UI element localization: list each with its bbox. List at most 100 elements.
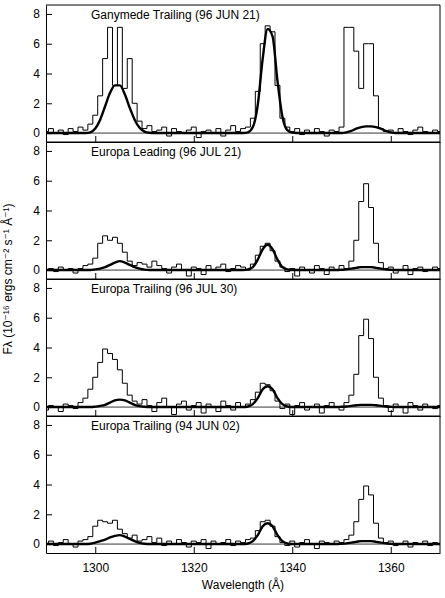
model-line bbox=[46, 245, 440, 270]
x-tick bbox=[194, 273, 195, 279]
panel: 02468Ganymede Trailing (96 JUN 21) bbox=[33, 5, 440, 143]
y-tick-mark bbox=[46, 44, 52, 45]
y-tick-label: 8 bbox=[33, 418, 40, 432]
y-tick: 6 bbox=[33, 37, 52, 51]
panel-title: Europa Leading (96 JUL 21) bbox=[91, 145, 241, 159]
x-tick bbox=[292, 136, 293, 142]
x-tick: 1340 bbox=[279, 547, 306, 575]
x-axis bbox=[47, 273, 441, 280]
panel: 1300 1320 1340 1360 0 2 4 6 8 Europa Trailing (94… bbox=[33, 416, 440, 575]
x-axis bbox=[47, 410, 441, 417]
y-tick-label: 4 bbox=[33, 204, 40, 218]
x-tick bbox=[391, 136, 392, 142]
y-tick-mark bbox=[46, 151, 52, 152]
x-axis-line bbox=[47, 279, 441, 280]
model-line bbox=[46, 29, 440, 133]
x-tick bbox=[194, 410, 195, 416]
plot-area bbox=[46, 184, 440, 276]
frame bbox=[440, 5, 441, 142]
y-tick: 8 bbox=[33, 418, 52, 432]
frame bbox=[46, 5, 440, 6]
y-tick: 8 bbox=[33, 281, 52, 295]
y-tick-label: 2 bbox=[33, 371, 40, 385]
y-tick-mark bbox=[46, 103, 52, 104]
y-tick-mark bbox=[46, 485, 52, 486]
x-axis-line bbox=[47, 553, 441, 554]
frame bbox=[46, 416, 440, 417]
y-tick: 2 bbox=[33, 508, 52, 522]
y-tick: 6 bbox=[33, 311, 52, 325]
x-tick-mark bbox=[194, 410, 195, 416]
y-tick-label: 6 bbox=[33, 37, 40, 51]
x-tick-mark bbox=[391, 410, 392, 416]
y-tick-mark bbox=[46, 288, 52, 289]
y-axis: 0 2 4 6 8 bbox=[33, 417, 52, 554]
y-tick-mark bbox=[46, 14, 52, 15]
figure: 02468Ganymede Trailing (96 JUN 21)Fλ (10… bbox=[0, 0, 445, 598]
y-tick-label: 8 bbox=[33, 7, 40, 21]
model-line bbox=[46, 523, 440, 544]
y-tick-label: 6 bbox=[33, 311, 40, 325]
plot-area bbox=[46, 486, 440, 549]
y-axis: 02468 bbox=[33, 143, 52, 280]
y-tick-mark bbox=[46, 425, 52, 426]
x-axis-title: Wavelength (Å) bbox=[202, 577, 284, 592]
x-tick: 1320 bbox=[181, 547, 208, 575]
y-tick: 8 bbox=[33, 7, 52, 21]
x-axis: 1300 1320 1340 1360 bbox=[47, 547, 441, 575]
panel: 0 2 4 6 8 Europa Trailing (96 JUL 30) bbox=[33, 279, 440, 417]
x-tick-label: 1360 bbox=[378, 561, 405, 575]
x-tick-mark bbox=[194, 547, 195, 553]
panel-title: Europa Trailing (94 JUN 02) bbox=[91, 419, 240, 433]
y-tick-label: 0 bbox=[33, 537, 40, 551]
y-tick: 6 bbox=[33, 174, 52, 188]
spectrum-line bbox=[46, 184, 440, 276]
x-tick-mark bbox=[95, 136, 96, 142]
y-tick-mark bbox=[46, 455, 52, 456]
frame bbox=[46, 142, 440, 143]
x-tick bbox=[292, 410, 293, 416]
x-tick bbox=[194, 136, 195, 142]
x-tick: 1300 bbox=[82, 547, 109, 575]
plot-area bbox=[46, 26, 440, 138]
x-tick-mark bbox=[292, 273, 293, 279]
y-tick-mark bbox=[46, 514, 52, 515]
y-tick: 4 bbox=[33, 67, 52, 81]
y-tick-mark bbox=[46, 318, 52, 319]
x-tick-mark bbox=[95, 547, 96, 553]
x-tick bbox=[391, 410, 392, 416]
x-tick-label: 1300 bbox=[82, 561, 109, 575]
y-tick-label: 4 bbox=[33, 67, 40, 81]
frame bbox=[46, 279, 440, 280]
x-tick bbox=[95, 273, 96, 279]
frame bbox=[440, 279, 441, 416]
spectrum-line bbox=[46, 486, 440, 549]
plot-area bbox=[46, 319, 440, 414]
x-tick-mark bbox=[292, 410, 293, 416]
x-tick-mark bbox=[391, 136, 392, 142]
y-tick: 4 bbox=[33, 478, 52, 492]
y-tick-label: 2 bbox=[33, 97, 40, 111]
x-tick-mark bbox=[95, 273, 96, 279]
y-tick-label: 0 bbox=[33, 400, 40, 414]
y-tick: 4 bbox=[33, 341, 52, 355]
y-tick-mark bbox=[46, 181, 52, 182]
panel-title: Europa Trailing (96 JUL 30) bbox=[91, 282, 237, 296]
y-axis-title: Fλ (10⁻¹⁶ ergs cm⁻² s⁻¹ Å⁻¹) bbox=[0, 204, 15, 355]
y-tick-label: 6 bbox=[33, 448, 40, 462]
x-tick-label: 1320 bbox=[181, 561, 208, 575]
x-axis-line bbox=[47, 142, 441, 143]
panel: 02468Europa Leading (96 JUL 21) bbox=[33, 142, 440, 280]
y-tick: 2 bbox=[33, 97, 52, 111]
x-tick-mark bbox=[292, 547, 293, 553]
x-tick-label: 1340 bbox=[279, 561, 306, 575]
y-axis: 0 2 4 6 8 bbox=[33, 280, 52, 417]
x-tick bbox=[292, 273, 293, 279]
y-tick: 2 bbox=[33, 234, 52, 248]
x-tick bbox=[391, 273, 392, 279]
y-tick: 4 bbox=[33, 204, 52, 218]
y-tick-label: 6 bbox=[33, 174, 40, 188]
y-tick-label: 4 bbox=[33, 478, 40, 492]
x-tick-mark bbox=[391, 273, 392, 279]
x-tick: 1360 bbox=[378, 547, 405, 575]
